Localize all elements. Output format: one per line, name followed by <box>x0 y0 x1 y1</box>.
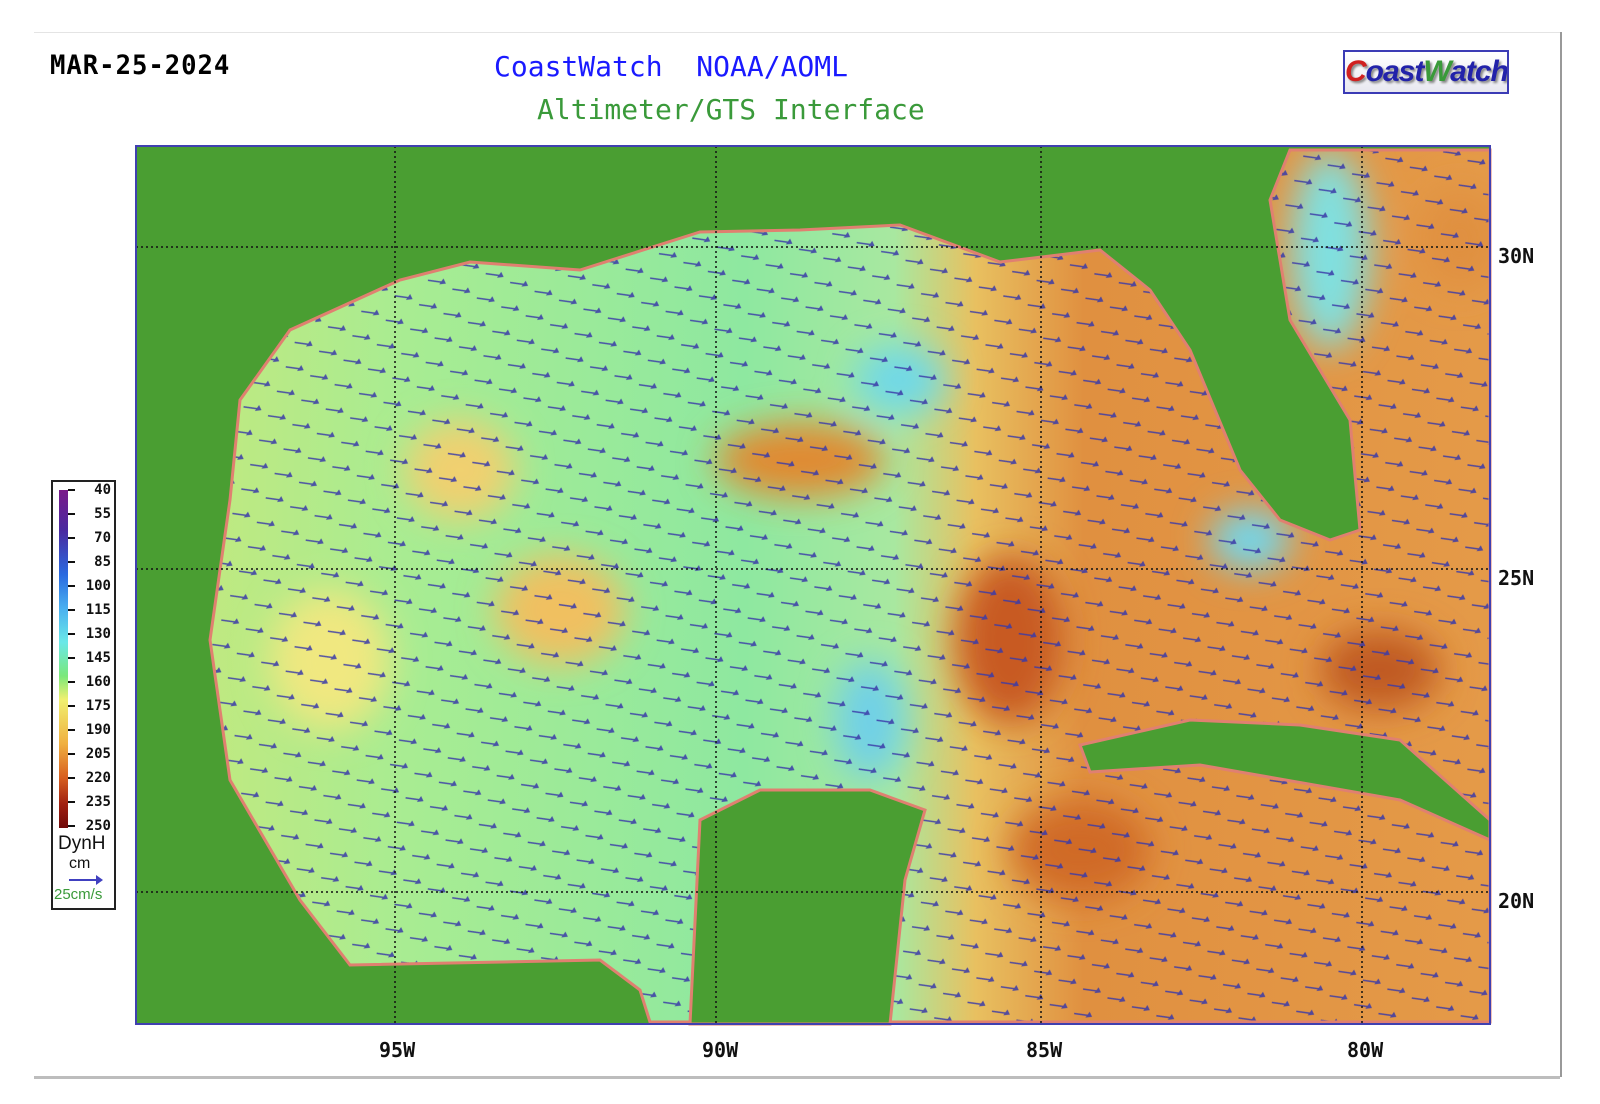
legend-tick-label: 160 <box>85 674 111 690</box>
legend-tick-label: 250 <box>85 818 111 834</box>
legend-tick-label: 235 <box>85 794 111 810</box>
legend-tick-label: 70 <box>94 530 111 546</box>
legend-tick <box>68 609 75 611</box>
lon-label-80w: 80W <box>1347 1038 1384 1062</box>
legend-tick-label: 85 <box>94 554 111 570</box>
legend-tick <box>68 489 75 491</box>
legend-tick <box>68 777 75 779</box>
legend-tick <box>68 537 75 539</box>
color-legend: 40 55 70 85 100 115 130 145 160 175 190 205 220 235 25… <box>51 480 116 910</box>
colorbar <box>59 490 68 828</box>
legend-tick-label: 100 <box>85 578 111 594</box>
lon-label-90w: 90W <box>702 1038 739 1062</box>
legend-tick-label: 175 <box>85 698 111 714</box>
map-frame <box>135 145 1491 1025</box>
page-subtitle: Altimeter/GTS Interface <box>537 93 925 126</box>
lat-label-20n: 20N <box>1498 889 1535 913</box>
yucatan-land <box>688 788 927 1026</box>
legend-tick <box>68 801 75 803</box>
top-border <box>34 32 1560 33</box>
legend-unit: cm <box>69 855 91 872</box>
legend-tick <box>68 561 75 563</box>
bottom-border <box>34 1076 1560 1079</box>
page-title: CoastWatch NOAA/AOML <box>494 50 849 83</box>
lat-label-30n: 30N <box>1498 244 1535 268</box>
legend-tick <box>68 753 75 755</box>
legend-tick <box>68 657 75 659</box>
legend-tick <box>68 705 75 707</box>
graticule <box>136 146 1490 1024</box>
lon-label-85w: 85W <box>1026 1038 1063 1062</box>
legend-tick-label: 40 <box>94 482 111 498</box>
legend-tick <box>68 633 75 635</box>
legend-tick <box>68 681 75 683</box>
legend-tick-label: 205 <box>85 746 111 762</box>
vector-scale-label: 25cm/s <box>54 886 103 903</box>
legend-tick-label: 115 <box>85 602 111 618</box>
right-border <box>1560 32 1562 1077</box>
date-label: MAR-25-2024 <box>50 50 231 81</box>
legend-tick-label: 55 <box>94 506 111 522</box>
legend-tick <box>68 825 75 827</box>
legend-tick-label: 220 <box>85 770 111 786</box>
legend-tick <box>68 585 75 587</box>
legend-tick <box>68 513 75 515</box>
lon-label-95w: 95W <box>379 1038 416 1062</box>
legend-tick-label: 130 <box>85 626 111 642</box>
legend-tick <box>68 729 75 731</box>
vector-scale-arrow-icon <box>69 875 103 885</box>
legend-tick-label: 190 <box>85 722 111 738</box>
coastwatch-logo: CoastWatch <box>1343 50 1509 94</box>
legend-tick-label: 145 <box>85 650 111 666</box>
lat-label-25n: 25N <box>1498 566 1535 590</box>
legend-variable: DynH <box>58 833 106 854</box>
